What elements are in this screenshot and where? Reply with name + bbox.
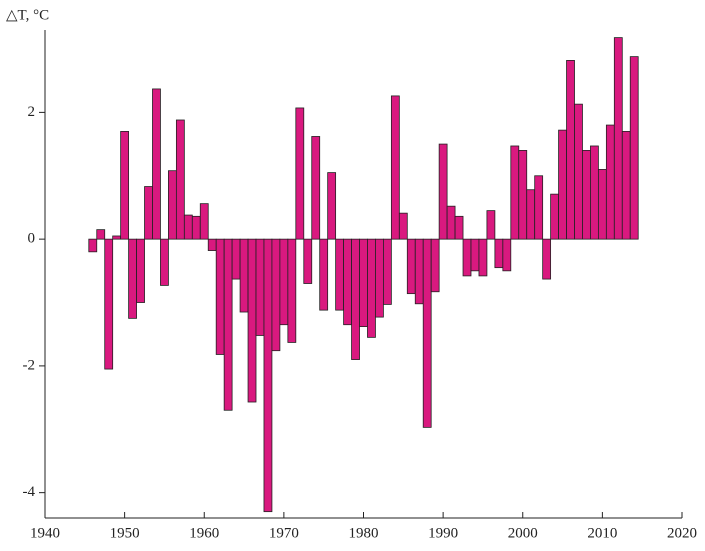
bar [191, 215, 201, 240]
bar [550, 193, 559, 240]
bar [582, 150, 591, 240]
bar [398, 212, 408, 240]
bar [375, 238, 384, 318]
bar [271, 238, 281, 352]
bar [597, 169, 607, 240]
bar [239, 238, 249, 313]
bar [414, 238, 424, 305]
bar [160, 238, 169, 286]
bar [510, 145, 520, 240]
bar [470, 238, 480, 272]
bar [534, 175, 544, 240]
bar [223, 238, 233, 411]
bar [295, 107, 305, 240]
x-tick-label: 2020 [667, 525, 697, 541]
bar [303, 238, 313, 284]
bar [438, 143, 448, 240]
bar [104, 238, 114, 370]
bar [207, 238, 217, 251]
bar [327, 172, 337, 240]
bar [462, 238, 472, 277]
bar [215, 238, 225, 355]
bar [343, 238, 352, 326]
x-tick-label: 1980 [349, 525, 379, 541]
bar [542, 238, 552, 280]
bar [367, 238, 376, 338]
y-tick-label: 0 [28, 231, 36, 247]
x-tick-label: 1970 [269, 525, 299, 541]
bar [526, 189, 536, 240]
bar [199, 203, 209, 240]
bar [319, 238, 329, 311]
bar [430, 238, 440, 293]
bar [263, 238, 273, 513]
bar [478, 238, 488, 277]
y-axis-label: △T, °C [6, 7, 49, 23]
bar [247, 238, 257, 403]
bar [136, 238, 145, 303]
x-tick-label: 1940 [30, 525, 60, 541]
bar [422, 238, 432, 428]
bar [590, 145, 599, 240]
bar [629, 56, 639, 240]
bar [621, 131, 631, 240]
x-tick-label: 1950 [110, 525, 140, 541]
bar [231, 238, 241, 280]
bar [128, 238, 137, 319]
bar [383, 238, 392, 305]
bar [311, 136, 321, 240]
bar [605, 124, 615, 240]
bar [558, 129, 567, 240]
bar [446, 205, 456, 240]
bar [613, 37, 623, 240]
bar [152, 88, 161, 240]
bar [112, 235, 122, 240]
x-tick-label: 2010 [587, 525, 617, 541]
bar [120, 131, 130, 240]
bar [574, 103, 583, 240]
x-tick-label: 2000 [508, 525, 538, 541]
bar [335, 238, 344, 311]
bar [494, 238, 504, 269]
bar [359, 238, 368, 328]
bar [518, 150, 528, 240]
x-tick-label: 1960 [189, 525, 219, 541]
bar [279, 238, 289, 326]
y-tick-label: -2 [23, 357, 36, 373]
bar [566, 60, 575, 240]
bar [287, 238, 297, 343]
y-tick-label: -4 [23, 484, 36, 500]
bar [454, 215, 464, 240]
bar [390, 95, 400, 240]
bar [406, 238, 416, 295]
bar [502, 238, 512, 272]
bar [183, 214, 193, 240]
y-tick-label: 2 [28, 104, 36, 120]
bar [144, 186, 153, 240]
bar [175, 119, 185, 240]
bar [168, 170, 177, 240]
bar [351, 238, 360, 360]
bar [255, 238, 265, 336]
bar [486, 210, 496, 240]
bar [96, 229, 106, 240]
x-tick-label: 1990 [428, 525, 458, 541]
bar [88, 238, 98, 253]
